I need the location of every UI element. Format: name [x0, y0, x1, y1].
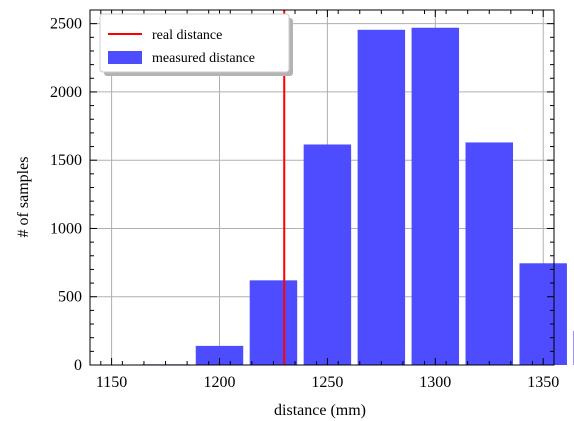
- bar-1: [195, 345, 244, 365]
- legend: real distance measured distance: [99, 13, 293, 76]
- y-tick-labels: 0 500 1000 1500 2000 2500: [50, 16, 82, 374]
- legend-label-measured-distance: measured distance: [152, 51, 255, 66]
- legend-box: [99, 13, 290, 73]
- y-axis-label: # of samples: [15, 157, 32, 238]
- y-tick-label-2: 1000: [50, 220, 82, 237]
- y-tick-label-3: 1500: [50, 152, 82, 169]
- bar-2: [249, 280, 298, 365]
- bar-5: [411, 27, 460, 365]
- x-tick-label-3: 1300: [419, 374, 451, 391]
- bar-6: [465, 142, 513, 365]
- y-tick-label-0: 0: [74, 357, 82, 374]
- bar-3: [303, 144, 352, 365]
- x-tick-label-2: 1250: [311, 374, 343, 391]
- legend-bar-swatch: [108, 51, 142, 64]
- y-tick-label-4: 2000: [50, 84, 82, 101]
- x-tick-labels: 1150 1200 1250 1300 1350: [96, 374, 559, 391]
- x-tick-label-4: 1350: [527, 374, 559, 391]
- y-tick-label-5: 2500: [50, 16, 82, 33]
- ticks: [90, 9, 555, 366]
- x-tick-label-1: 1200: [203, 374, 235, 391]
- y-tick-label-1: 500: [58, 289, 82, 306]
- bar-4: [357, 29, 406, 366]
- bars: [141, 27, 574, 366]
- x-axis-label: distance (mm): [274, 402, 366, 419]
- bar-7: [519, 263, 567, 365]
- x-tick-label-0: 1150: [96, 374, 127, 391]
- legend-label-real-distance: real distance: [152, 28, 222, 43]
